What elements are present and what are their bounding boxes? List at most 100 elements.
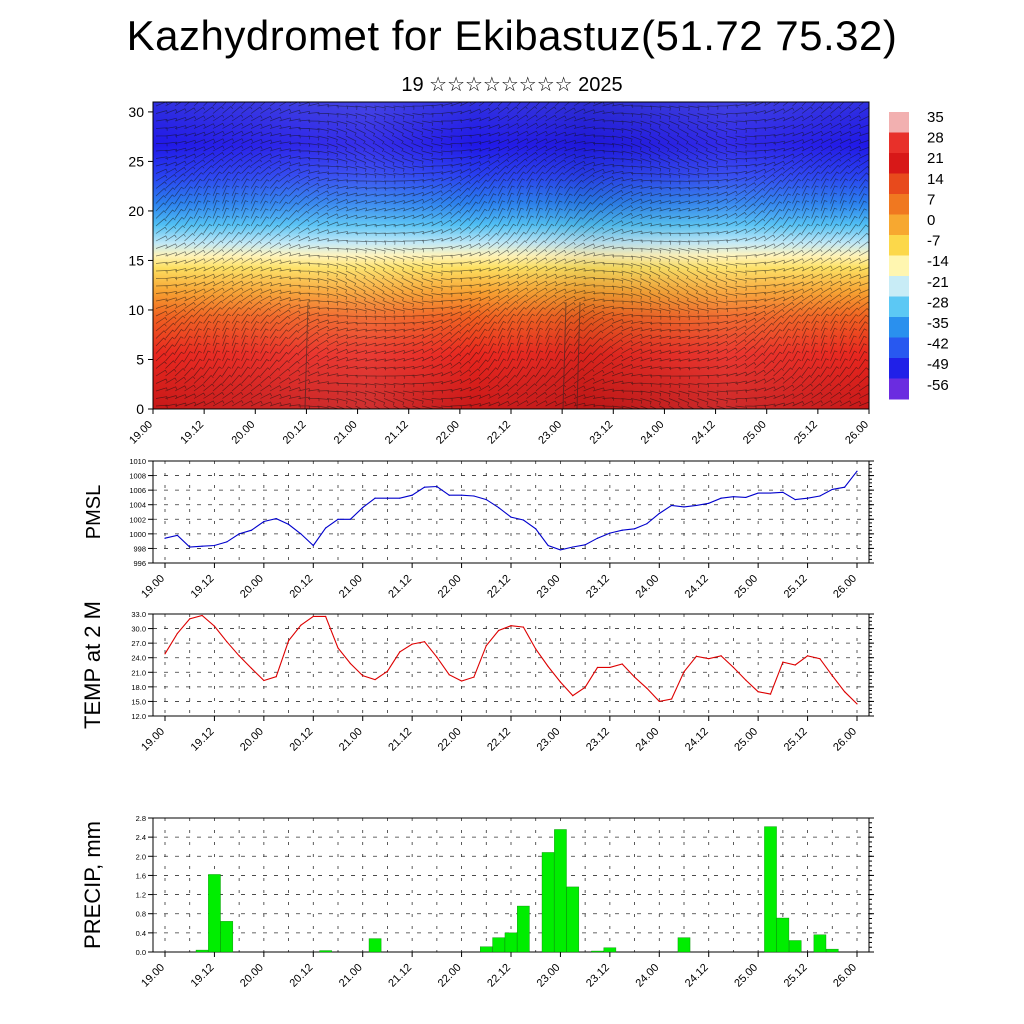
data-point-51	[794, 664, 796, 666]
data-point-0	[164, 653, 166, 655]
data-point-55	[844, 691, 846, 693]
colorbar-label-1: 28	[927, 130, 944, 147]
colorbar-label-11: -42	[927, 336, 949, 353]
xtick-label-7: 22.12	[485, 962, 513, 990]
xtick-label-13: 25.12	[782, 573, 810, 601]
data-point-9	[275, 676, 277, 678]
xtick-label-7: 22.12	[485, 726, 513, 754]
xtick-label-4: 21.00	[337, 962, 365, 990]
data-point-16	[362, 507, 364, 509]
colorbar-swatch-1	[889, 132, 909, 154]
colorbar-label-10: -35	[927, 315, 949, 332]
precip-bar-1	[208, 874, 221, 953]
data-point-27	[498, 507, 500, 509]
data-point-55	[844, 486, 846, 488]
precip-bar-15	[764, 826, 777, 953]
ytick-label-0: 12.0	[131, 712, 146, 721]
precip-bar-2	[220, 921, 234, 953]
data-point-8	[263, 520, 265, 523]
data-point-37	[621, 663, 623, 665]
data-point-54	[831, 675, 833, 677]
precip-bar-7	[504, 932, 518, 953]
data-point-14	[337, 647, 339, 649]
precip-bar-18	[813, 934, 827, 953]
hm-ytick-label-5: 25	[128, 153, 144, 169]
data-point-42	[683, 506, 685, 508]
xtick-label-6: 22.00	[436, 726, 464, 754]
data-point-33	[572, 546, 574, 548]
data-point-18	[386, 497, 389, 499]
hm-xtick-label-5: 21.12	[383, 419, 411, 447]
hm-xtick-label-2: 20.00	[229, 419, 257, 447]
data-point-15	[349, 662, 351, 665]
data-point-4	[213, 625, 216, 627]
data-point-4	[213, 544, 216, 547]
data-point-50	[782, 661, 784, 663]
ytick-label-3: 1002	[129, 515, 146, 524]
data-point-38	[633, 676, 636, 678]
data-point-50	[782, 491, 784, 493]
precip-bar-11	[566, 886, 580, 953]
data-point-45	[720, 655, 722, 657]
colorbar-label-5: 0	[927, 212, 935, 229]
chart-title: Kazhydromet for Ekibastuz(51.72 75.32)	[126, 12, 898, 59]
xtick-label-2: 20.00	[238, 726, 266, 754]
data-point-17	[374, 497, 376, 499]
hm-xtick-label-7: 22.12	[485, 419, 513, 447]
precip-bar-16	[776, 917, 790, 953]
data-point-45	[720, 497, 722, 499]
xtick-label-11: 24.12	[683, 962, 711, 990]
data-point-19	[399, 497, 401, 499]
colorbar-swatch-2	[889, 153, 909, 174]
data-point-56	[856, 703, 858, 705]
data-point-17	[374, 678, 376, 681]
xtick-label-0: 19.00	[139, 726, 167, 754]
data-point-54	[831, 488, 833, 491]
hm-xtick-label-6: 22.00	[434, 419, 462, 447]
xtick-label-0: 19.00	[139, 573, 167, 601]
hm-xtick-label-13: 25.12	[792, 419, 820, 447]
hm-xtick-label-11: 24.12	[690, 419, 718, 447]
ytick-label-0: 996	[133, 559, 146, 568]
data-point-3	[201, 614, 203, 617]
pmsl-panel: 996 998 1000 1002 1004 1006 1008 1010 19.00 19.12…	[83, 457, 874, 601]
data-point-11	[300, 624, 302, 626]
xtick-label-1: 19.12	[189, 962, 217, 990]
data-point-24	[460, 494, 463, 496]
xtick-label-6: 22.00	[436, 573, 464, 601]
hm-xtick-label-14: 26.00	[843, 419, 871, 447]
data-point-41	[671, 698, 673, 700]
hm-xtick-label-1: 19.12	[178, 419, 206, 447]
hm-xtick-label-12: 25.00	[741, 419, 769, 447]
hm-xtick-label-10: 24.00	[639, 419, 667, 447]
data-point-7	[250, 667, 253, 670]
colorbar-swatch-7	[889, 255, 909, 277]
ytick-label-1: 0.4	[136, 929, 146, 938]
data-point-29	[522, 626, 524, 628]
data-point-10	[287, 523, 290, 525]
data-point-7	[250, 529, 253, 531]
data-point-35	[596, 537, 599, 539]
grid	[153, 460, 869, 564]
xtick-label-9: 23.12	[584, 962, 612, 990]
data-point-9	[275, 517, 277, 520]
data-point-34	[584, 544, 586, 546]
precip-bar-17	[788, 940, 802, 953]
data-point-6	[238, 655, 240, 657]
data-point-18	[386, 670, 389, 672]
xtick-label-0: 19.00	[139, 962, 167, 990]
wind-shear-line-1	[562, 301, 567, 409]
data-point-47	[745, 679, 747, 681]
xtick-label-12: 25.00	[732, 573, 760, 601]
data-point-3	[201, 545, 203, 547]
xtick-label-8: 23.00	[535, 962, 563, 990]
y-axis-label: PMSL	[83, 485, 105, 539]
data-point-39	[646, 523, 648, 525]
data-point-38	[633, 528, 636, 530]
xtick-label-1: 19.12	[189, 573, 217, 601]
colorbar-swatch-4	[889, 194, 909, 215]
precip-bar-10	[554, 829, 567, 953]
data-point-22	[436, 485, 438, 488]
data-point-53	[819, 495, 821, 497]
